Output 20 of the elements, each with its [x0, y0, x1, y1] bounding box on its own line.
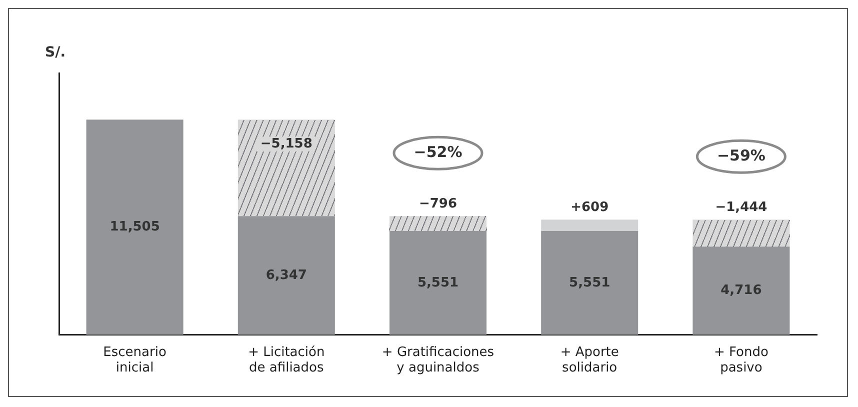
annotation: −796 [418, 196, 458, 212]
x-tick-label: + Fondo pasivo [714, 344, 768, 376]
y-axis-title: S/. [45, 44, 66, 61]
data-label: 5,551 [569, 275, 610, 290]
data-label: 6,347 [266, 268, 307, 283]
annotation: −59% [716, 146, 766, 164]
bar [541, 230, 638, 335]
bar [86, 120, 184, 335]
x-tick-label: + Aporte solidario [560, 344, 619, 376]
annotation: −5,158 [257, 136, 316, 152]
x-tick-label: + Gratificaciones y aguinaldos [382, 344, 494, 376]
data-label: 11,505 [110, 220, 160, 235]
bar [541, 220, 638, 231]
x-tick-label: + Licitación de afiliados [248, 344, 325, 376]
data-label: 4,716 [720, 283, 762, 298]
annotation: −1,444 [715, 200, 768, 215]
data-label: 5,551 [417, 275, 459, 290]
data-label: +609 [570, 200, 609, 215]
annotation: −52% [414, 143, 462, 161]
x-tick-label: Escenario inicial [103, 344, 166, 376]
